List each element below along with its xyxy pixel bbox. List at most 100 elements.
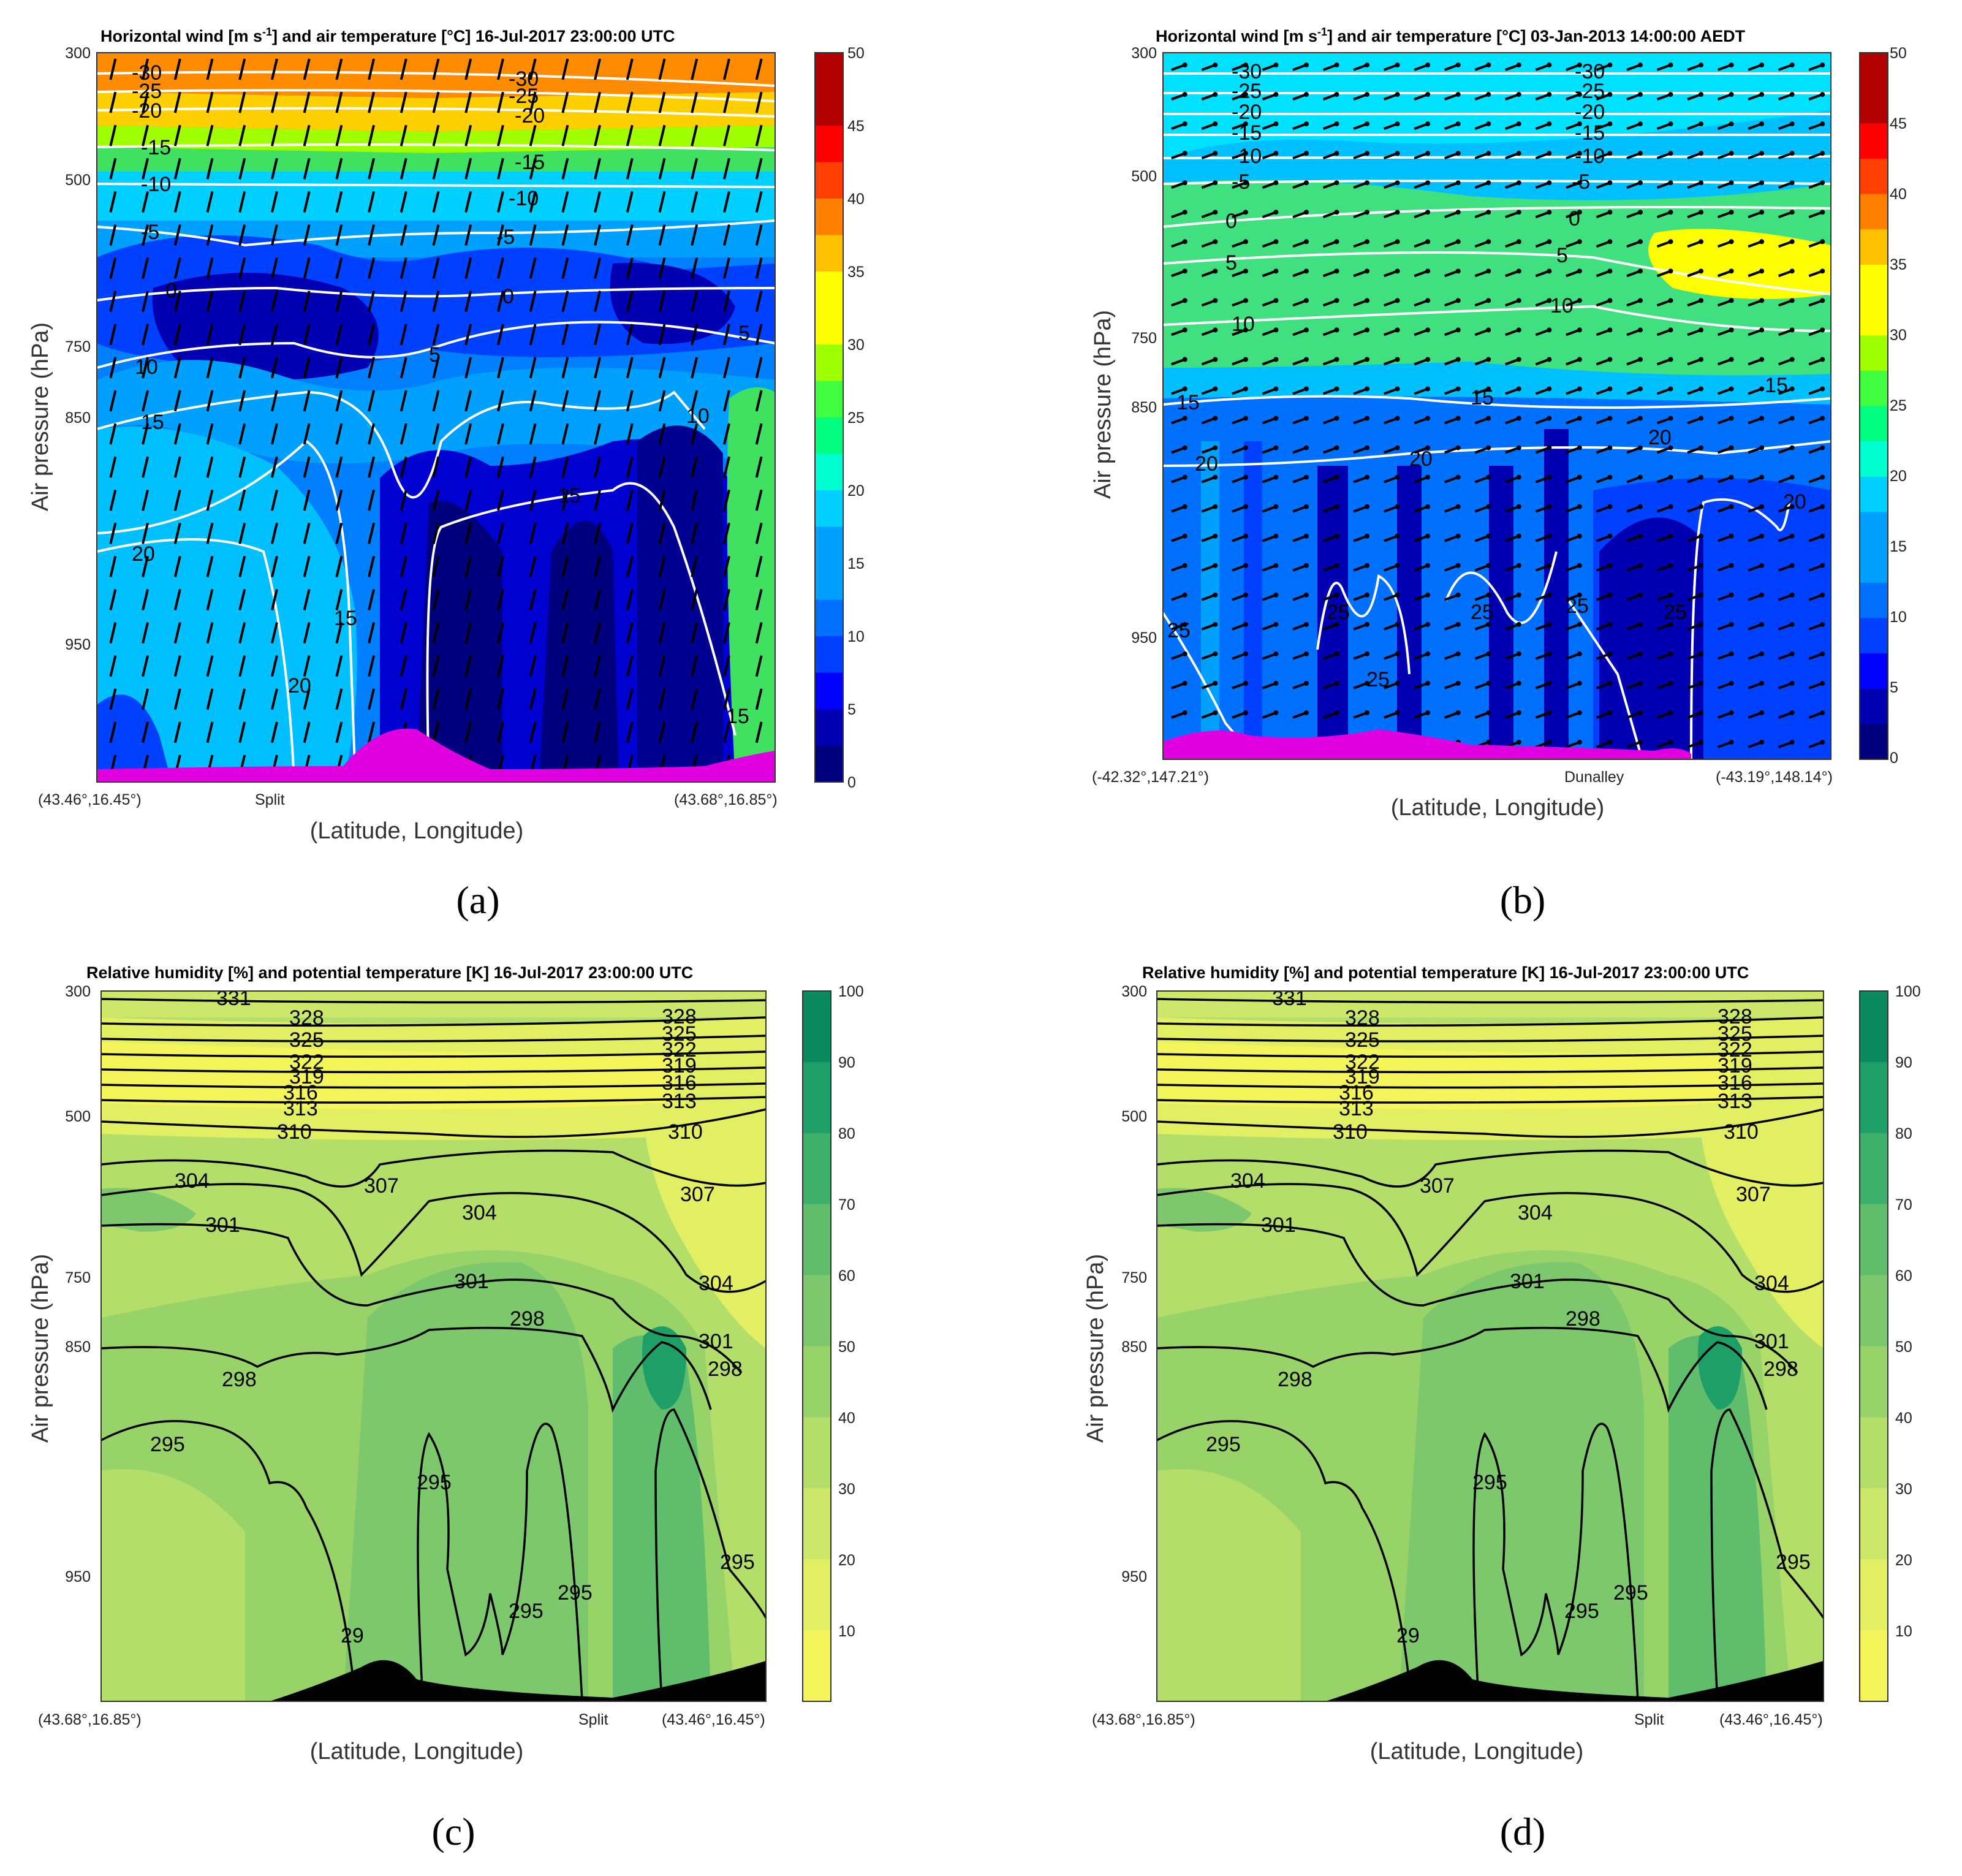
wind-arrow-head (1547, 592, 1552, 598)
wind-arrow-head (1273, 533, 1279, 539)
wind-arrow-head (1699, 327, 1704, 333)
isoline-minus10 (96, 183, 776, 188)
wind-arrow (335, 91, 343, 113)
wind-arrow-head (1820, 92, 1825, 97)
contour-label: 319 (1718, 1054, 1752, 1077)
wind-arrow-head (1637, 651, 1643, 656)
wind-arrow (594, 91, 602, 113)
panel-d-ylabel: Air pressure (hPa) (1083, 1254, 1108, 1443)
wind-arrow-head (1789, 121, 1795, 127)
wind-arrow-head (1820, 651, 1825, 656)
theta-301 (1156, 1223, 1798, 1374)
wind-core-a (152, 273, 379, 380)
wind-arrow (529, 58, 537, 80)
wind-arrow (529, 423, 537, 445)
ytick: 950 (65, 1568, 91, 1585)
contour-label: 325 (1718, 1022, 1752, 1046)
cbar-tick: 45 (1890, 115, 1907, 132)
wind-arrow (691, 655, 699, 677)
panel-a-frame (96, 52, 776, 783)
wind-arrow-head (1243, 592, 1248, 598)
wind-arrow (142, 58, 150, 80)
wind-arrow-head (1213, 563, 1218, 568)
wind-arrow-head (1729, 563, 1734, 568)
contour-label: 301 (1261, 1213, 1296, 1237)
wind-arrow-head (1577, 180, 1582, 186)
panel-d-frame (1156, 990, 1824, 1702)
wind-arrow (496, 324, 504, 346)
wind-arrow (755, 390, 763, 412)
wind-arrow-head (1334, 63, 1339, 68)
wind-right-green (727, 387, 775, 782)
ytick: 850 (65, 1339, 91, 1356)
wind-arrow-head (1607, 563, 1613, 568)
theta-304 (100, 1183, 767, 1293)
wind-arrow (594, 224, 602, 246)
wind-arrow (270, 655, 278, 677)
wind-arrow-head (1243, 416, 1248, 421)
wind-arrow (173, 224, 181, 246)
wind-arrow-head (1547, 416, 1552, 421)
wind-arrow-head (1547, 739, 1552, 745)
theta-298 (100, 1326, 712, 1413)
wind-arrow-head (1334, 386, 1339, 392)
wind-arrow-head (1516, 563, 1521, 568)
wind-arrow (173, 291, 181, 313)
contour-label: -15 (1575, 121, 1605, 145)
wind-arrow-head (1820, 151, 1825, 156)
wind-arrow-head (1425, 386, 1431, 392)
contour-label: -30 (509, 67, 539, 91)
panel-b-label: (b) (1500, 878, 1546, 922)
wind-arrow-head (1789, 239, 1795, 245)
wind-arrow-head (1699, 621, 1704, 627)
wind-arrow (238, 58, 246, 80)
wind-arrow (270, 158, 278, 180)
wind-arrow (109, 622, 117, 644)
wind-arrow-head (1425, 445, 1431, 450)
wind-arrow (722, 688, 730, 710)
wind-arrow-head (1516, 180, 1521, 186)
wind-arrow-head (1699, 357, 1704, 362)
wind-arrow (142, 91, 150, 113)
wind-arrow (561, 721, 569, 743)
wind-arrow (109, 58, 117, 80)
contour-label: 313 (283, 1097, 318, 1120)
wind-arrow (432, 423, 440, 445)
wind-arrow-head (1334, 416, 1339, 421)
panel-a-xlabel: (Latitude, Longitude) (310, 818, 524, 844)
ytick: 300 (65, 45, 91, 62)
wind-arrow (109, 124, 117, 146)
contour-label: 25 (1366, 668, 1390, 691)
wind-arrow-head (1637, 92, 1643, 97)
wind-arrow (335, 390, 343, 412)
wind-arrow (142, 423, 150, 445)
wind-arrow-head (1243, 474, 1248, 480)
rh-c-lower-moist (343, 1262, 588, 1701)
wind-arrow (335, 688, 343, 710)
wind-arrow-head (1243, 651, 1248, 656)
wind-arrow (626, 224, 634, 246)
wind-arrow (722, 224, 730, 246)
wind-arrow (496, 489, 504, 511)
theta-319 (100, 1066, 767, 1074)
wind-arrow-head (1455, 416, 1461, 421)
wind-arrow (496, 456, 504, 478)
wind-arrow-head (1729, 327, 1734, 333)
wind-arrow (529, 158, 537, 180)
theta-325 (100, 1035, 767, 1042)
isoline-b-10 (1162, 305, 1831, 332)
wind-arrow-head (1637, 563, 1643, 568)
wind-arrow-head (1273, 416, 1279, 421)
colorbar-segment (815, 745, 843, 783)
wind-arrow-head (1759, 210, 1765, 215)
wind-arrow (303, 721, 311, 743)
wind-arrow (270, 58, 278, 80)
wind-arrow (529, 522, 537, 544)
colorbar-segment (815, 308, 843, 345)
contour-label: 310 (277, 1120, 312, 1144)
wind-arrow-head (1395, 210, 1400, 215)
wind-arrow (755, 124, 763, 146)
wind-arrow-head (1820, 592, 1825, 598)
cbar-tick: 10 (1890, 609, 1907, 626)
wind-arrow-head (1577, 739, 1582, 745)
